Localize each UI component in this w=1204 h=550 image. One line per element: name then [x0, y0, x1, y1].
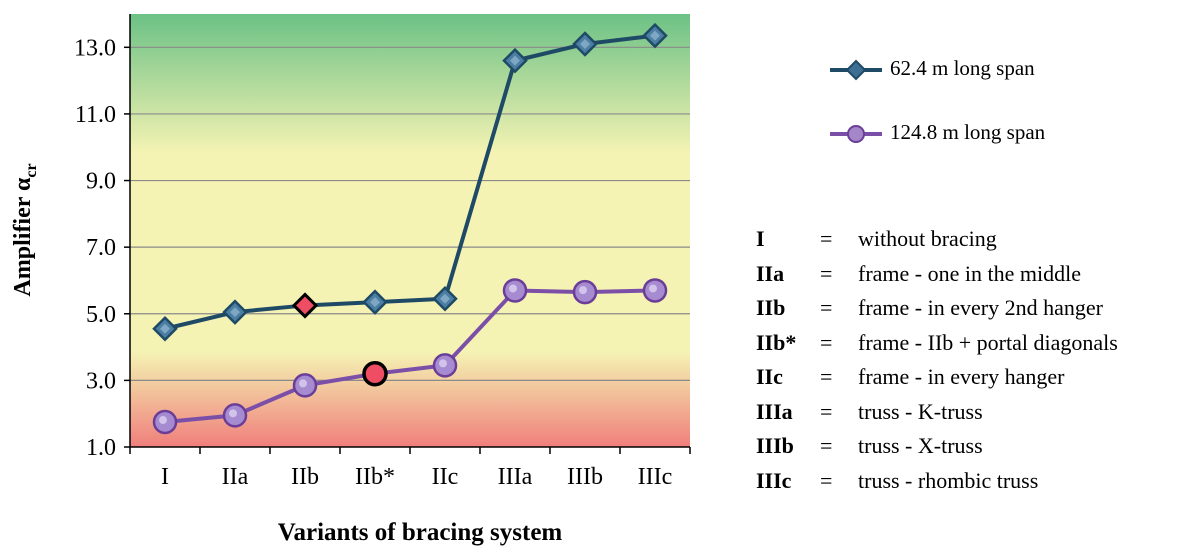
axes — [124, 14, 691, 454]
y-axis-label: Amplifier αcr — [10, 163, 40, 296]
y-tick-label: 3.0 — [86, 368, 116, 394]
series-1 — [152, 22, 668, 342]
abbr-equals: = — [820, 364, 833, 389]
abbr-description: frame - one in the middle — [858, 260, 1081, 286]
data-point-highlight — [509, 284, 517, 293]
abbr-code: IIIc — [756, 467, 792, 493]
legend-item-series-2: 124.8 m long span — [828, 120, 1045, 146]
y-tick-label: 5.0 — [86, 302, 116, 328]
data-point-highlight — [160, 323, 170, 334]
data-point-highlight — [510, 55, 520, 66]
abbr-code: IIIa — [756, 398, 793, 424]
abbr-equals: = — [820, 226, 833, 251]
abbr-description: frame - IIb + portal diagonals — [858, 329, 1118, 355]
y-tick-label: 7.0 — [86, 235, 116, 261]
data-point-circle — [362, 360, 388, 387]
abbr-code: I — [756, 226, 765, 251]
abbr-equals: = — [820, 295, 833, 320]
x-tick-label: IIb* — [355, 464, 395, 490]
abbr-code: IIc — [756, 364, 783, 389]
data-point-highlight — [230, 307, 240, 318]
abbr-description: without bracing — [858, 226, 997, 251]
abbr-description: truss - X-truss — [858, 433, 983, 458]
data-point-highlight — [580, 38, 590, 49]
x-tick-label: IIIb — [567, 464, 603, 490]
y-tick-label: 11.0 — [75, 102, 116, 128]
abbr-code: IIa — [756, 260, 785, 286]
abbr-equals: = — [820, 467, 833, 493]
data-point-highlight — [649, 284, 657, 293]
abbr-description: frame - in every 2nd hanger — [858, 295, 1103, 320]
abbr-code: IIb* — [756, 329, 797, 355]
x-tick-label: I — [161, 464, 169, 490]
data-point-highlight — [229, 409, 237, 418]
x-tick-label: IIIc — [638, 464, 673, 490]
abbr-code: IIIb — [756, 433, 794, 458]
data-point-highlight — [579, 286, 587, 295]
abbr-description: truss - rhombic truss — [858, 467, 1039, 493]
x-tick-labels: I IIa IIb IIb* IIc IIIa IIIb IIIc — [161, 464, 672, 490]
abbr-equals: = — [820, 260, 833, 286]
abbr-equals: = — [820, 398, 833, 424]
x-tick-label: IIIa — [498, 464, 533, 490]
line-chart: 1.03.05.07.09.011.013.0 I IIa IIb IIb* IIc II… — [10, 14, 691, 546]
abbr-equals: = — [820, 433, 833, 458]
data-point-highlight — [159, 416, 167, 425]
data-point-highlight — [439, 359, 447, 368]
series-line — [164, 33, 656, 331]
legend-label-series-2: 124.8 m long span — [890, 120, 1046, 144]
legend-label-series-1: 62.4 m long span — [890, 56, 1035, 80]
legend-diamond-marker-icon — [830, 59, 882, 81]
y-tick-label: 1.0 — [86, 435, 116, 461]
series-2 — [152, 278, 668, 435]
data-point-highlight — [650, 30, 660, 41]
data-point-diamond — [291, 292, 319, 319]
data-point-highlight — [440, 293, 450, 304]
plot-area — [130, 14, 690, 447]
data-point-highlight — [370, 297, 380, 308]
y-tick-labels: 1.0 3.0 5.0 7.0 9.0 11.0 13.0 — [74, 35, 116, 461]
y-tick-label: 13.0 — [74, 35, 116, 61]
x-tick-label: IIa — [222, 464, 249, 490]
abbr-description: truss - K-truss — [858, 398, 983, 424]
abbr-equals: = — [820, 329, 833, 355]
series-layer — [152, 22, 668, 435]
x-tick-label: IIc — [432, 464, 459, 490]
data-point-highlight — [299, 379, 307, 388]
y-tick-label: 9.0 — [86, 169, 116, 195]
legend-item-series-1: 62.4 m long span — [828, 56, 1035, 82]
x-tick-label: IIb — [291, 464, 319, 490]
abbr-description: frame - in every hanger — [858, 364, 1065, 389]
abbr-code: IIb — [756, 295, 786, 320]
x-axis-label: Variants of bracing system — [278, 519, 563, 546]
legend-circle-marker-icon — [830, 125, 882, 144]
